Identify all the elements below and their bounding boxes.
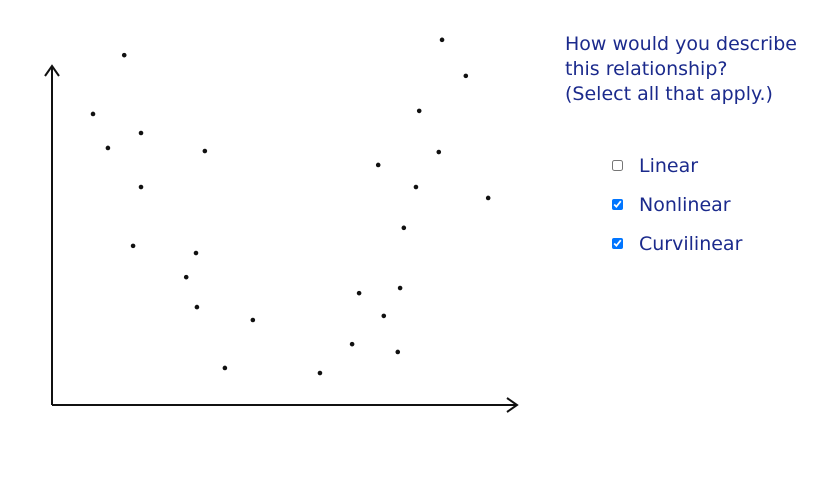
- point: [317, 370, 323, 376]
- point: [485, 195, 491, 201]
- point: [381, 313, 387, 319]
- option-label: Nonlinear: [639, 193, 731, 216]
- point: [250, 317, 256, 323]
- question-line: this relationship?: [565, 58, 728, 80]
- question: How would you describe this relationship?…: [565, 32, 797, 107]
- point: [121, 52, 127, 58]
- checkbox[interactable]: [612, 160, 623, 171]
- option[interactable]: Linear: [612, 146, 742, 185]
- y-arrow: [44, 64, 60, 77]
- point: [416, 108, 422, 114]
- point: [90, 111, 96, 117]
- point: [395, 349, 401, 355]
- point: [183, 274, 189, 280]
- chart: [44, 37, 519, 413]
- point: [194, 304, 200, 310]
- option[interactable]: Nonlinear: [612, 185, 742, 224]
- axes: [44, 64, 519, 413]
- question-line: (Select all that apply.): [565, 83, 773, 105]
- point: [463, 73, 469, 79]
- point: [222, 365, 228, 371]
- point: [439, 37, 445, 43]
- point: [349, 341, 355, 347]
- x-arrow: [506, 397, 519, 413]
- point: [193, 250, 199, 256]
- point: [401, 225, 407, 231]
- point: [138, 130, 144, 136]
- point: [397, 285, 403, 291]
- point: [375, 162, 381, 168]
- point: [356, 290, 362, 296]
- question-line: How would you describe: [565, 33, 797, 55]
- option[interactable]: Curvilinear: [612, 224, 742, 263]
- point: [105, 145, 111, 151]
- checkbox[interactable]: [612, 238, 623, 249]
- options: Linear Nonlinear Curvilinear: [612, 146, 742, 263]
- point: [138, 184, 144, 190]
- option-label: Linear: [639, 154, 699, 177]
- option-label: Curvilinear: [639, 232, 743, 255]
- point: [202, 148, 208, 154]
- point: [130, 243, 136, 249]
- point: [413, 184, 419, 190]
- point: [436, 149, 442, 155]
- checkbox[interactable]: [612, 199, 623, 210]
